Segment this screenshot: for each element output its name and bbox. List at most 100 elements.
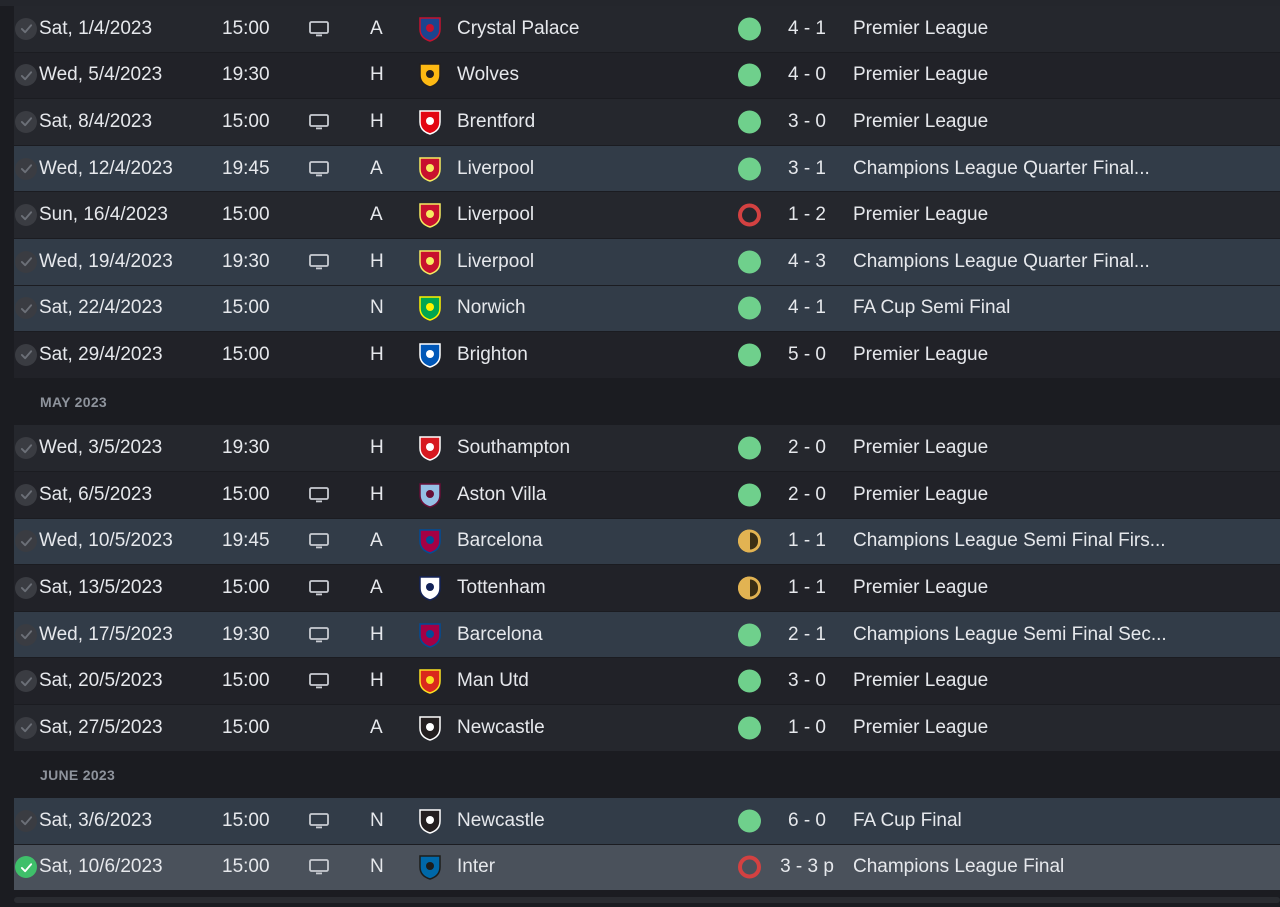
fixture-row[interactable]: Sat, 22/4/2023 15:00 N Norwich 4 - 1 FA Cup S…	[14, 285, 1280, 333]
score[interactable]: 3 - 0	[787, 670, 827, 692]
opponent-name[interactable]: Barcelona	[457, 530, 543, 552]
result-win-icon	[738, 623, 761, 647]
fixture-row[interactable]: Wed, 12/4/2023 19:45 A Liverpool 3 - 1 Champi…	[14, 145, 1280, 193]
check-icon[interactable]	[15, 809, 37, 832]
competition-name: Champions League Quarter Final...	[853, 250, 1150, 272]
opponent-name[interactable]: Tottenham	[457, 576, 546, 598]
result-win-icon	[738, 483, 761, 507]
opponent-name[interactable]: Inter	[457, 856, 496, 878]
score[interactable]: 3 - 3 p	[780, 856, 834, 878]
fixture-row[interactable]: Sat, 20/5/2023 15:00 H Man Utd 3 - 0 Premier …	[14, 658, 1280, 705]
fixture-row[interactable]: Sat, 29/4/2023 15:00 H Brighton 5 - 0 Premier…	[14, 332, 1280, 379]
fixture-row[interactable]: Sat, 27/5/2023 15:00 A Newcastle 1 - 0 Premie…	[14, 704, 1280, 752]
score[interactable]: 1 - 1	[787, 530, 827, 552]
check-icon[interactable]	[15, 250, 37, 273]
fixture-row[interactable]: Wed, 17/5/2023 19:30 H Barcelona 2 - 1 Champi…	[14, 611, 1280, 659]
score[interactable]: 1 - 0	[787, 716, 827, 738]
tv-icon	[309, 160, 329, 177]
venue-code: N	[370, 856, 384, 878]
score[interactable]: 3 - 0	[787, 110, 827, 132]
check-icon[interactable]	[15, 204, 37, 227]
score[interactable]: 2 - 0	[787, 437, 827, 459]
opponent-name[interactable]: Southampton	[457, 437, 571, 459]
fixture-date: Wed, 19/4/2023	[39, 250, 173, 272]
norwich-badge-icon	[417, 295, 443, 322]
aston-villa-badge-icon	[417, 482, 443, 508]
competition-name: Champions League Semi Final Sec...	[853, 623, 1167, 645]
competition-name: Premier League	[853, 17, 989, 39]
result-draw-icon	[738, 529, 761, 553]
check-icon[interactable]	[15, 623, 37, 646]
score[interactable]: 4 - 1	[787, 297, 827, 319]
opponent-name[interactable]: Newcastle	[457, 809, 545, 831]
liverpool-badge-icon	[417, 202, 443, 228]
check-icon[interactable]	[15, 437, 37, 460]
fixture-row[interactable]: Sat, 8/4/2023 15:00 H Brentford 3 - 0 Premier…	[14, 99, 1280, 146]
fixture-row[interactable]: Sat, 1/4/2023 15:00 A Crystal Palace 4 - 1 Pr…	[14, 6, 1280, 53]
fixture-row[interactable]: Sat, 3/6/2023 15:00 N Newcastle 6 - 0 FA Cup …	[14, 798, 1280, 845]
score[interactable]: 4 - 3	[787, 250, 827, 272]
opponent-name[interactable]: Liverpool	[457, 157, 535, 179]
opponent-name[interactable]: Aston Villa	[457, 483, 547, 505]
fixture-row[interactable]: Sat, 10/6/2023 15:00 N Inter 3 - 3 p Champion…	[14, 844, 1280, 892]
fixture-date: Wed, 12/4/2023	[39, 157, 173, 179]
check-icon[interactable]	[15, 576, 37, 599]
tottenham-badge-icon	[417, 575, 443, 601]
check-icon[interactable]	[15, 110, 37, 133]
score[interactable]: 4 - 0	[787, 64, 827, 86]
opponent-name[interactable]: Barcelona	[457, 623, 543, 645]
score[interactable]: 6 - 0	[787, 809, 827, 831]
fixture-row[interactable]: Wed, 10/5/2023 19:45 A Barcelona 1 - 1 Champi…	[14, 518, 1280, 566]
fixture-row[interactable]: Wed, 5/4/2023 19:30 H Wolves 4 - 0 Premier Le…	[14, 52, 1280, 100]
brentford-badge-icon	[417, 109, 443, 135]
horizontal-scrollbar[interactable]	[14, 897, 1280, 903]
opponent-name[interactable]: Man Utd	[457, 670, 529, 692]
fixture-date: Sat, 8/4/2023	[39, 110, 153, 132]
fixture-row[interactable]: Sun, 16/4/2023 15:00 A Liverpool 1 - 2 Premie…	[14, 192, 1280, 239]
tv-icon	[309, 859, 329, 875]
kickoff-time: 15:00	[222, 204, 270, 226]
check-icon[interactable]	[15, 530, 37, 553]
check-icon[interactable]	[15, 297, 37, 320]
score[interactable]: 2 - 1	[787, 623, 827, 645]
header-strip	[0, 0, 1280, 6]
check-icon[interactable]	[15, 17, 37, 40]
brighton-badge-icon	[417, 342, 443, 368]
fixtures-list: Sat, 1/4/2023 15:00 A Crystal Palace 4 - 1 Pr…	[14, 6, 1280, 892]
score[interactable]: 3 - 1	[787, 157, 827, 179]
opponent-name[interactable]: Crystal Palace	[457, 17, 580, 39]
check-icon[interactable]	[15, 64, 37, 87]
check-icon[interactable]	[15, 856, 37, 879]
opponent-name[interactable]: Norwich	[457, 297, 526, 319]
score[interactable]: 1 - 2	[787, 204, 827, 226]
opponent-name[interactable]: Brentford	[457, 110, 536, 132]
opponent-name[interactable]: Wolves	[457, 64, 519, 86]
result-win-icon	[738, 157, 761, 181]
fixture-date: Sat, 20/5/2023	[39, 670, 163, 692]
fixture-row[interactable]: Wed, 3/5/2023 19:30 H Southampton 2 - 0 Premi…	[14, 425, 1280, 472]
check-icon[interactable]	[15, 716, 37, 739]
fixture-row[interactable]: Sat, 6/5/2023 15:00 H Aston Villa 2 - 0 Premi…	[14, 471, 1280, 519]
venue-code: H	[370, 623, 384, 645]
result-win-icon	[738, 63, 761, 87]
opponent-name[interactable]: Brighton	[457, 343, 528, 365]
result-win-icon	[738, 296, 761, 320]
month-header: JUNE 2023	[14, 752, 1280, 799]
check-icon[interactable]	[15, 483, 37, 506]
opponent-name[interactable]: Liverpool	[457, 204, 535, 226]
opponent-name[interactable]: Liverpool	[457, 250, 535, 272]
kickoff-time: 15:00	[222, 809, 270, 831]
opponent-name[interactable]: Newcastle	[457, 716, 545, 738]
score[interactable]: 4 - 1	[787, 17, 827, 39]
check-icon[interactable]	[15, 157, 37, 180]
check-icon[interactable]	[15, 670, 37, 693]
month-label: JUNE 2023	[40, 766, 116, 783]
kickoff-time: 15:00	[222, 110, 270, 132]
fixture-row[interactable]: Wed, 19/4/2023 19:30 H Liverpool 4 - 3 Champi…	[14, 238, 1280, 286]
kickoff-time: 15:00	[222, 483, 270, 505]
score[interactable]: 5 - 0	[787, 343, 827, 365]
score[interactable]: 2 - 0	[787, 483, 827, 505]
check-icon[interactable]	[15, 343, 37, 366]
score[interactable]: 1 - 1	[787, 576, 827, 598]
fixture-row[interactable]: Sat, 13/5/2023 15:00 A Tottenham 1 - 1 Premie…	[14, 565, 1280, 612]
